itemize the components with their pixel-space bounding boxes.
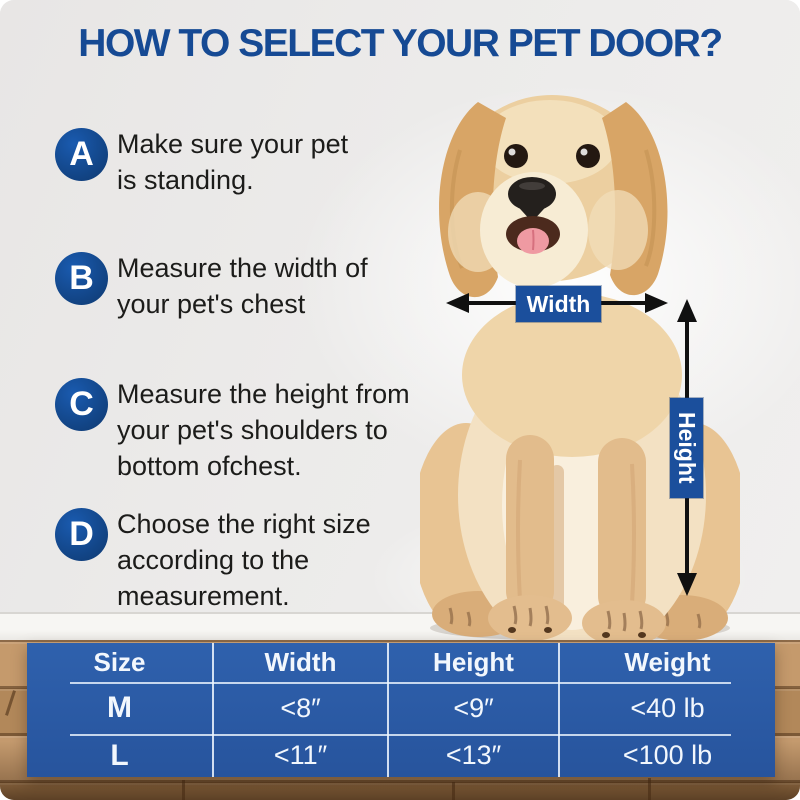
row-m-size: M: [27, 682, 214, 734]
col-header-weight: Weight: [624, 647, 711, 677]
floor-plank-seam: [182, 780, 185, 800]
floor-plank-seam: [452, 782, 455, 800]
step-c-badge: C: [55, 378, 108, 431]
row-l-height: <13″: [389, 734, 560, 777]
step-a-text: Make sure your pet is standing.: [117, 129, 349, 195]
table-divider-line: [70, 682, 731, 684]
step-b-badge: B: [55, 252, 108, 305]
step-d-text: Choose the right size according to the m…: [117, 509, 371, 611]
table-divider-line: [70, 734, 731, 736]
col-header-size: Size: [27, 643, 214, 682]
col-header-height: Height: [389, 643, 560, 682]
row-m-weight: <40 lb: [630, 692, 705, 723]
puppy-photo: [412, 80, 748, 657]
row-m-width: <8″: [214, 682, 389, 734]
step-d-badge: D: [55, 508, 108, 561]
step-c-text: Measure the height from your pet's shoul…: [117, 379, 410, 481]
row-l-size: L: [27, 734, 214, 777]
step-a-badge: A: [55, 128, 108, 181]
golden-retriever-puppy-icon: [412, 95, 748, 657]
page-title: HOW TO SELECT YOUR PET DOOR?: [78, 22, 723, 65]
height-measure-label: Height: [670, 398, 703, 498]
step-b-text: Measure the width of your pet's chest: [117, 253, 368, 319]
row-l-weight: <100 lb: [622, 740, 713, 770]
row-m-height: <9″: [389, 682, 560, 734]
floor-plank-seam: [648, 778, 651, 800]
col-header-width: Width: [214, 643, 389, 682]
width-measure-label: Width: [516, 286, 601, 322]
row-l-width: <11″: [214, 734, 389, 777]
size-table: Size Width Height Weight M <8″ <9″ <40 l…: [27, 643, 775, 777]
